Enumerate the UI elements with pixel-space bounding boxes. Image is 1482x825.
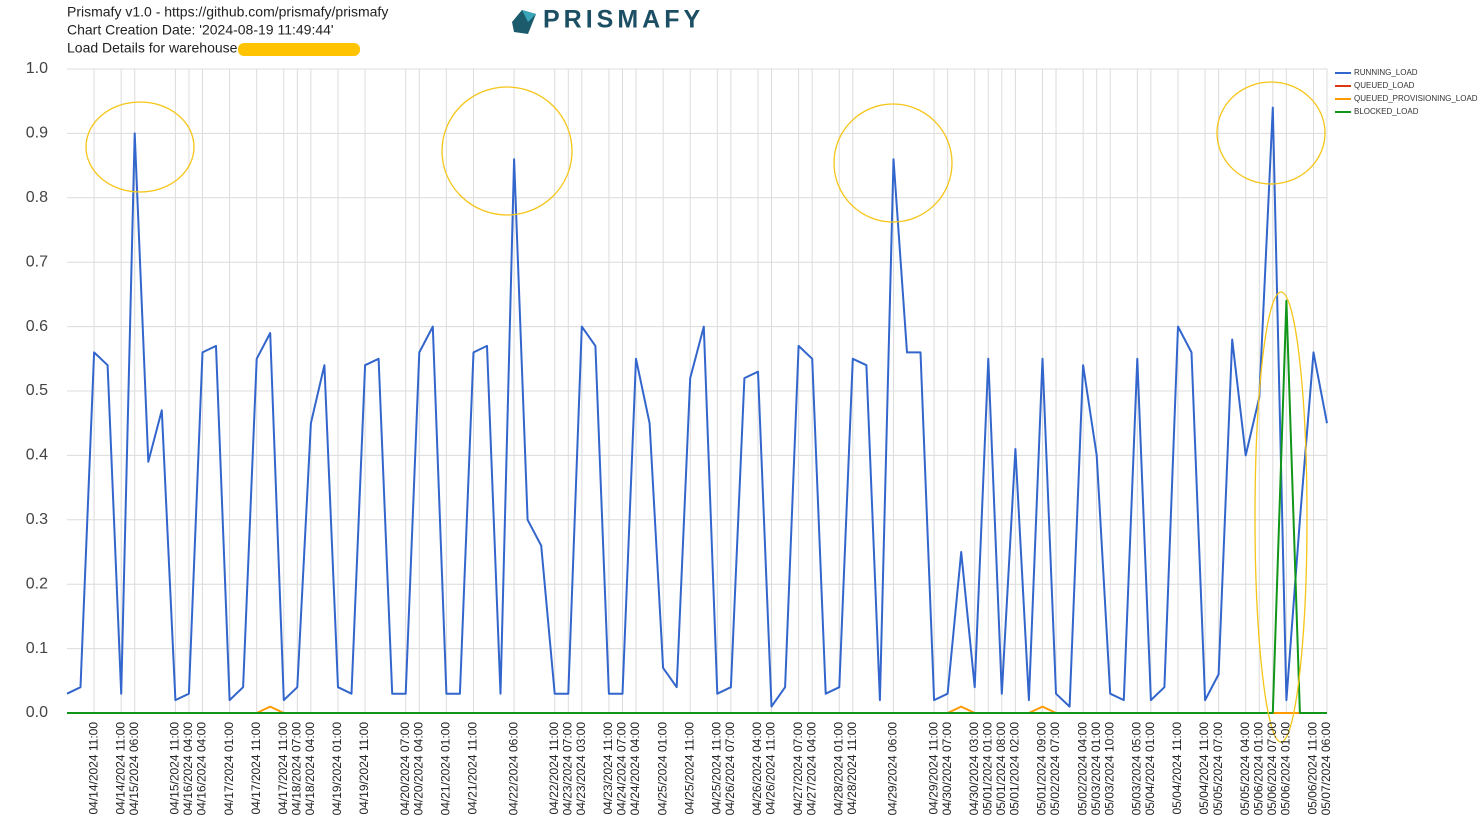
y-tick-label: 1.0 <box>26 60 48 77</box>
highlight-circle <box>1216 81 1326 185</box>
y-tick-label: 0.2 <box>26 575 48 592</box>
header-line: Prismafy v1.0 - https://github.com/prism… <box>67 4 388 20</box>
x-tick-label: 04/15/2024 11:00 <box>168 722 182 815</box>
x-tick-label: 04/26/2024 11:00 <box>764 722 778 815</box>
y-tick-label: 0.5 <box>26 382 48 399</box>
x-tick-label: 05/06/2024 01:00 <box>1251 722 1265 816</box>
legend-label: BLOCKED_LOAD <box>1354 107 1419 116</box>
x-tick-label: 05/04/2024 01:00 <box>1143 722 1157 816</box>
x-tick-label: 05/06/2024 11:00 <box>1306 722 1320 815</box>
x-tick-label: 04/24/2024 07:00 <box>615 722 629 816</box>
x-tick-label: 04/26/2024 07:00 <box>723 722 737 816</box>
x-tick-label: 04/19/2024 11:00 <box>357 722 371 815</box>
x-tick-label: 04/30/2024 03:00 <box>967 722 981 816</box>
grid <box>67 68 1328 714</box>
x-tick-label: 04/16/2024 04:00 <box>195 722 209 816</box>
x-tick-label: 05/01/2024 01:00 <box>980 722 994 816</box>
x-tick-label: 04/22/2024 11:00 <box>547 722 561 815</box>
y-tick-label: 0.9 <box>26 125 48 142</box>
x-tick-label: 05/01/2024 08:00 <box>994 722 1008 816</box>
x-tick-label: 04/25/2024 11:00 <box>709 722 723 815</box>
legend-label: QUEUED_LOAD <box>1354 81 1415 90</box>
x-tick-label: 05/03/2024 10:00 <box>1102 722 1116 816</box>
x-tick-label: 04/19/2024 01:00 <box>330 722 344 816</box>
x-tick-label: 04/23/2024 03:00 <box>574 722 588 816</box>
header-line: Load Details for warehouse <box>67 40 238 56</box>
x-tick-label: 04/18/2024 07:00 <box>289 722 303 816</box>
logo-icon <box>522 10 536 22</box>
x-tick-label: 05/06/2024 01:00 <box>1279 722 1293 816</box>
x-tick-label: 05/01/2024 02:00 <box>1008 722 1022 816</box>
x-tick-label: 04/30/2024 07:00 <box>940 722 954 816</box>
y-tick-label: 0.1 <box>26 640 48 657</box>
x-tick-label: 04/29/2024 11:00 <box>926 722 940 815</box>
x-tick-label: 05/03/2024 01:00 <box>1089 722 1103 816</box>
highlight-circle <box>85 101 195 193</box>
highlight-circle <box>1254 291 1308 743</box>
x-tick-label: 04/27/2024 04:00 <box>804 722 818 816</box>
series-line <box>66 106 1328 708</box>
x-tick-label: 04/26/2024 04:00 <box>750 722 764 816</box>
x-tick-label: 05/04/2024 11:00 <box>1197 722 1211 815</box>
highlight-circle <box>833 103 953 223</box>
x-tick-label: 04/15/2024 06:00 <box>127 722 141 816</box>
x-tick-label: 04/21/2024 01:00 <box>439 722 453 816</box>
y-tick-label: 0.0 <box>26 704 48 721</box>
x-tick-label: 04/17/2024 11:00 <box>276 722 290 815</box>
x-tick-label: 04/22/2024 06:00 <box>506 722 520 816</box>
x-tick-label: 05/02/2024 07:00 <box>1048 722 1062 816</box>
plot <box>66 106 1328 714</box>
series-line <box>67 299 1327 714</box>
legend-label: QUEUED_PROVISIONING_LOAD <box>1354 94 1478 103</box>
x-tick-label: 04/14/2024 11:00 <box>113 722 127 815</box>
x-tick-label: 04/28/2024 01:00 <box>831 722 845 816</box>
x-tick-label: 04/21/2024 11:00 <box>466 722 480 815</box>
x-tick-label: 05/05/2024 07:00 <box>1211 722 1225 816</box>
highlight-circle <box>441 86 573 216</box>
x-tick-label: 04/17/2024 11:00 <box>249 722 263 815</box>
y-tick-label: 0.4 <box>26 447 48 464</box>
y-tick-label: 0.8 <box>26 189 48 206</box>
x-tick-label: 04/20/2024 04:00 <box>411 722 425 816</box>
x-tick-label: 04/17/2024 01:00 <box>222 722 236 816</box>
x-tick-label: 04/28/2024 11:00 <box>845 722 859 815</box>
x-tick-label: 05/05/2024 04:00 <box>1238 722 1252 816</box>
x-tick-label: 04/14/2024 11:00 <box>86 722 100 815</box>
logo: PRISMAFY <box>512 6 704 34</box>
y-tick-label: 0.7 <box>26 253 48 270</box>
redaction <box>238 43 360 56</box>
x-tick-label: 05/04/2024 11:00 <box>1170 722 1184 815</box>
y-tick-label: 0.3 <box>26 511 48 528</box>
x-tick-label: 04/27/2024 07:00 <box>791 722 805 816</box>
y-tick-label: 0.6 <box>26 318 48 335</box>
x-tick-label: 04/23/2024 11:00 <box>601 722 615 815</box>
x-tick-label: 05/03/2024 05:00 <box>1129 722 1143 816</box>
x-tick-label: 04/25/2024 01:00 <box>655 722 669 816</box>
x-tick-label: 04/20/2024 07:00 <box>398 722 412 816</box>
x-tick-label: 04/16/2024 04:00 <box>181 722 195 816</box>
x-tick-label: 05/07/2024 06:00 <box>1319 722 1333 816</box>
x-tick-label: 04/23/2024 07:00 <box>560 722 574 816</box>
annotations <box>85 81 1326 743</box>
x-tick-label: 04/18/2024 04:00 <box>303 722 317 816</box>
header-line: Chart Creation Date: '2024-08-19 11:49:4… <box>67 22 334 38</box>
logo-text: PRISMAFY <box>543 6 704 34</box>
x-tick-label: 05/06/2024 07:00 <box>1265 722 1279 816</box>
x-tick-label: 05/01/2024 09:00 <box>1035 722 1049 816</box>
legend-label: RUNNING_LOAD <box>1354 68 1418 77</box>
x-tick-label: 05/02/2024 04:00 <box>1075 722 1089 816</box>
x-tick-label: 04/25/2024 11:00 <box>682 722 696 815</box>
x-tick-label: 04/24/2024 04:00 <box>628 722 642 816</box>
x-tick-label: 04/29/2024 06:00 <box>886 722 900 816</box>
